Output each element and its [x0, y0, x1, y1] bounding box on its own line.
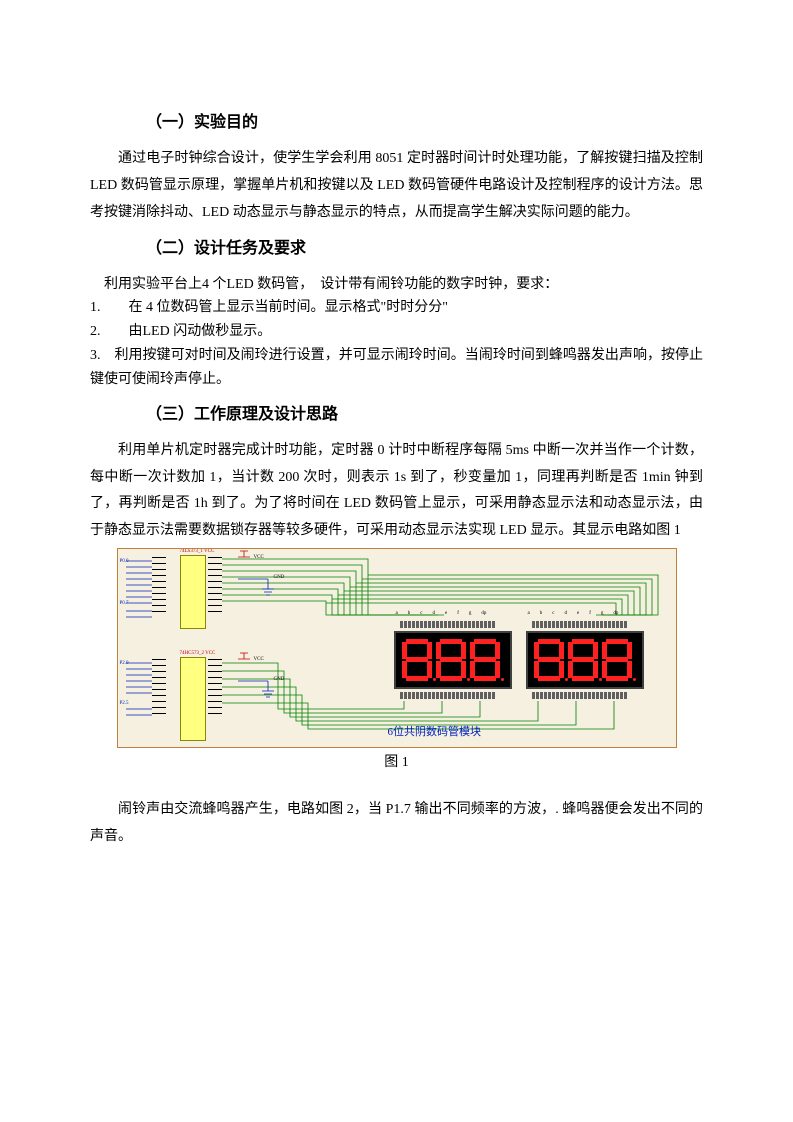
- gnd-label-1: GND: [274, 573, 285, 583]
- chip-74ls373: [180, 555, 206, 629]
- section2-intro: 利用实验平台上4 个LED 数码管， 设计带有闹铃功能的数字时钟，要求：: [90, 273, 703, 297]
- gnd-label-2: GND: [274, 675, 285, 685]
- port-p25: P2.5: [120, 699, 129, 709]
- chip-74hc573: [180, 657, 206, 741]
- section2-item3: 3. 利用按键可对时间及闹玲进行设置，并可显示闹玲时间。当闹玲时间到蜂鸣器发出声…: [90, 344, 703, 392]
- chip2-pins-right: [208, 659, 222, 719]
- figure1-wrap: 74LS373_1 VCC VCC GND 74HC573_2 VCC VCC …: [90, 548, 703, 748]
- seg-labels-2: abcdefgdp: [528, 609, 619, 619]
- digit-5: [568, 639, 598, 681]
- section3-para1: 利用单片机定时器完成计时功能，定时器 0 计时中断程序每隔 5ms 中断一次并当…: [90, 438, 703, 544]
- port-p0: P0.0: [120, 557, 129, 567]
- chip2-label: 74HC573_2 VCC: [180, 649, 216, 659]
- section2-item2: 2. 由LED 闪动做秒显示。: [90, 320, 703, 344]
- section1-para1: 通过电子时钟综合设计，使学生学会利用 8051 定时器时间计时处理功能，了解按键…: [90, 146, 703, 226]
- heading-3: （三）工作原理及设计思路: [146, 400, 703, 430]
- disp1-pins-top: [400, 621, 495, 628]
- figure1-caption: 图 1: [90, 750, 703, 777]
- disp2-pins-bot: [532, 692, 627, 699]
- circuit-diagram: 74LS373_1 VCC VCC GND 74HC573_2 VCC VCC …: [117, 548, 677, 748]
- digit-6: [602, 639, 632, 681]
- digit-2: [436, 639, 466, 681]
- port-p20: P2.0: [120, 659, 129, 669]
- seg-labels-1: abcdefgdp: [396, 609, 487, 619]
- seven-seg-group-2: [526, 631, 644, 689]
- digit-4: [534, 639, 564, 681]
- heading-1: （一）实验目的: [146, 108, 703, 138]
- heading-2: （二）设计任务及要求: [146, 234, 703, 264]
- vcc-label-2: VCC: [254, 655, 264, 665]
- chip1-pins-right: [208, 557, 222, 617]
- vcc-label-1: VCC: [254, 553, 264, 563]
- disp1-pins-bot: [400, 692, 495, 699]
- section2-item1: 1. 在 4 位数码管上显示当前时间。显示格式"时时分分": [90, 296, 703, 320]
- module-label: 6位共阴数码管模块: [388, 722, 482, 743]
- disp2-pins-top: [532, 621, 627, 628]
- chip1-pins-left: [152, 557, 166, 617]
- seven-seg-group-1: [394, 631, 512, 689]
- digit-3: [470, 639, 500, 681]
- port-p07: P0.7: [120, 599, 129, 609]
- chip2-pins-left: [152, 659, 166, 719]
- section4-para1: 闹铃声由交流蜂鸣器产生，电路如图 2，当 P1.7 输出不同频率的方波，. 蜂鸣…: [90, 797, 703, 850]
- chip1-label: 74LS373_1 VCC: [180, 548, 215, 557]
- digit-1: [402, 639, 432, 681]
